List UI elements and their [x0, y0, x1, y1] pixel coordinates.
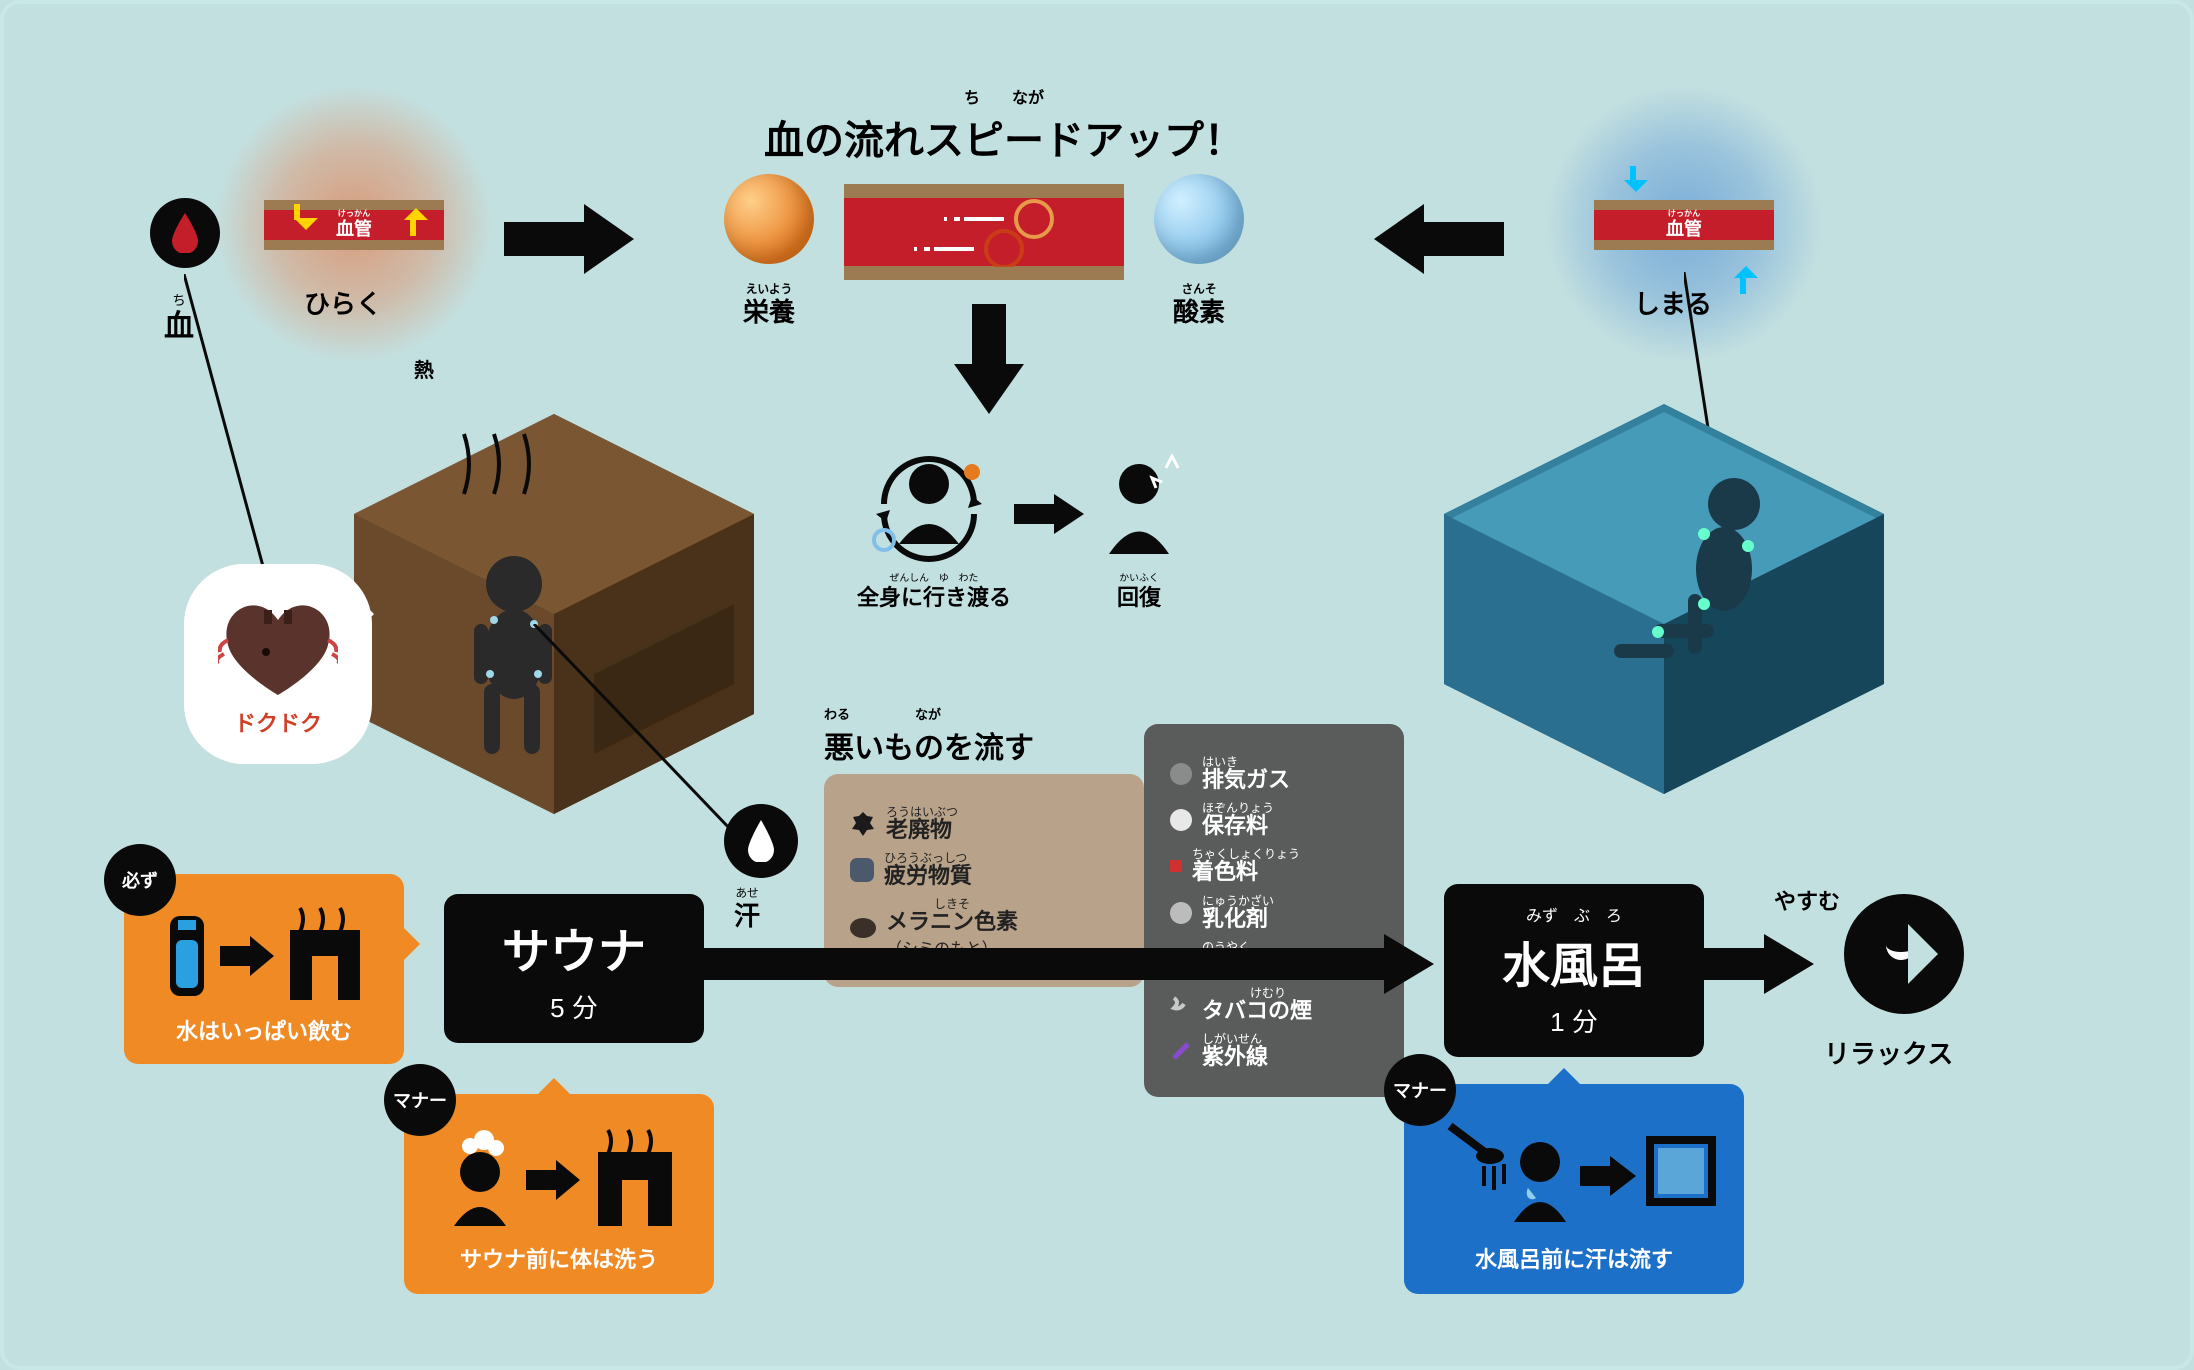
main-arrow — [704, 934, 1434, 994]
header-title: ち なが 血の流れスピードアップ！ — [764, 84, 1244, 166]
wash-tail — [534, 1058, 574, 1098]
blood-drop-icon — [150, 198, 220, 268]
toxin-callout: はいき排気ガスほぞんりょう保存料ちゃくしょくりょう着色料にゅうかざい乳化剤のうや… — [1144, 724, 1404, 1097]
arrow-recover — [1014, 494, 1084, 534]
heat-label: 熱 — [414, 354, 434, 383]
yellow-down-stem — [294, 204, 300, 220]
toxin-item: ちゃくしょくりょう着色料 — [1170, 848, 1378, 884]
oxygen-sphere — [1154, 174, 1244, 264]
relax-icon — [1844, 894, 1964, 1014]
circulate-label: ぜんしん ゆ わた全身に行き渡る — [844, 574, 1024, 610]
vessel-close: けっかん血管 — [1594, 200, 1774, 250]
heart-bubble-tail — [354, 594, 394, 634]
sauna-step: サウナ 5 分 — [444, 894, 704, 1043]
rinse-callout: 水風呂前に汗は流す — [1404, 1084, 1744, 1294]
vessel-open-caption: ひらく — [304, 284, 382, 321]
cyan-down-stem — [1630, 166, 1636, 182]
nutrient-sphere — [724, 174, 814, 264]
nutrient-label: えいよう栄養 — [724, 284, 814, 326]
heart-bubble: ドクドク — [184, 564, 372, 764]
sweat-icon — [724, 804, 798, 878]
toxin-item: にゅうかざい乳化剤 — [1170, 895, 1378, 931]
oxygen-label: さんそ酸素 — [1154, 284, 1244, 326]
rest-label: やすむ — [1774, 884, 1840, 916]
circulate-icon — [854, 444, 1004, 569]
toxin-item: ほぞんりょう保存料 — [1170, 802, 1378, 838]
vessel-center — [844, 184, 1124, 280]
arrow-right-1 — [504, 204, 634, 274]
recover-label: かいふく回復 — [1094, 574, 1184, 610]
arrow-to-relax — [1704, 934, 1814, 994]
bath-step: みず ぶ ろ 水風呂 1 分 — [1444, 884, 1704, 1057]
bath-room — [1404, 374, 1884, 734]
manner-badge-1: マナー — [384, 1064, 456, 1136]
arrow-down-center — [954, 304, 1024, 414]
wash-callout: サウナ前に体は洗う — [404, 1094, 714, 1294]
toxin-tail — [1122, 804, 1166, 848]
water-tail — [400, 924, 440, 964]
waste-item: ひろうぶっしつ疲労物質 — [850, 852, 1118, 888]
flush-title: わる なが 悪いものを流す — [824, 704, 1034, 767]
recover-icon — [1094, 454, 1184, 569]
relax-label: リラックス — [1824, 1034, 1953, 1071]
rinse-tail — [1544, 1048, 1584, 1088]
cyan-down-arrow — [1624, 180, 1648, 204]
toxin-item: はいき排気ガス — [1170, 756, 1378, 792]
toxin-item: しがいせん紫外線 — [1170, 1033, 1378, 1069]
manner-badge-2: マナー — [1384, 1054, 1456, 1126]
waste-item: ろうはいぶつ老廃物 — [850, 806, 1118, 842]
yellow-down-arrow — [294, 218, 318, 242]
arrow-left-1 — [1374, 204, 1504, 274]
yellow-up-arrow — [404, 196, 428, 220]
must-badge: 必ず — [104, 844, 176, 916]
yellow-up-stem — [410, 220, 416, 236]
sweat-label: あせ汗 — [734, 888, 760, 930]
